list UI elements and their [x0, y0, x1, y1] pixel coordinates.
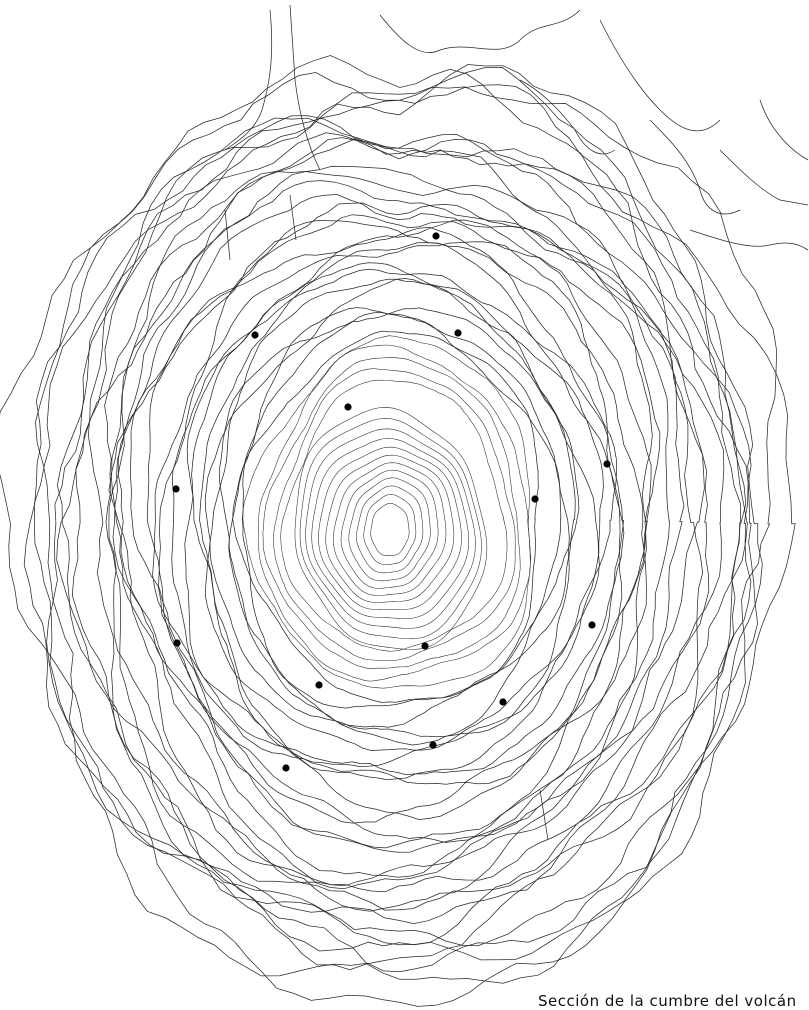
crater-contour-line: [370, 503, 410, 556]
contour-line: [241, 312, 562, 709]
crater-contour-line: [305, 428, 476, 629]
crater-contour-line: [318, 446, 462, 610]
ridge-line: [379, 9, 581, 53]
contour-line: [35, 55, 796, 977]
contour-line: [218, 307, 580, 746]
contour-line: [56, 117, 747, 971]
sample-point-marker: [499, 698, 507, 706]
contour-line: [184, 242, 625, 776]
crater-contour-line: [348, 477, 431, 582]
contour-line: [204, 278, 600, 751]
contour-line: [262, 357, 521, 669]
ridge-line: [649, 119, 741, 215]
contour-line: [34, 67, 752, 961]
contour-line: [87, 132, 748, 924]
ridge-line: [689, 229, 809, 251]
contour-line: [108, 165, 705, 887]
contour-line: [56, 137, 704, 911]
ridge-line: [519, 79, 616, 155]
contour-line: [108, 171, 710, 912]
contour-line: [104, 138, 725, 893]
outer-ridge-lines: [224, 4, 809, 841]
ridge-line: [224, 9, 273, 151]
crater-contour-line: [333, 462, 447, 596]
ridge-line: [539, 789, 549, 841]
sample-point-marker: [429, 741, 437, 749]
contour-line: [23, 64, 763, 984]
contour-lines: [0, 55, 796, 1007]
sample-point-marker: [344, 403, 352, 411]
ridge-line: [599, 19, 721, 132]
crater-contour-line: [294, 407, 488, 650]
contour-line: [228, 307, 570, 728]
contour-line: [117, 194, 671, 878]
sample-point-marker: [172, 485, 180, 493]
contour-line: [171, 226, 625, 785]
ridge-line: [224, 209, 231, 261]
crater-contour-line: [325, 454, 455, 603]
contour-line: [199, 262, 604, 767]
contour-line: [204, 278, 576, 738]
contour-line: [280, 379, 508, 652]
sample-markers: [172, 232, 611, 772]
ridge-line: [719, 149, 809, 206]
sample-point-marker: [603, 460, 611, 468]
contour-line: [71, 115, 741, 952]
map-caption: Sección de la cumbre del volcán: [538, 992, 797, 1010]
sample-point-marker: [173, 639, 181, 647]
contour-line: [186, 268, 618, 781]
contour-line: [273, 368, 516, 661]
crater-contour-line: [340, 469, 439, 589]
contour-line: [242, 335, 531, 689]
contour-line: [146, 219, 652, 843]
contour-line: [130, 214, 661, 849]
ridge-line: [759, 99, 809, 161]
contour-line: [158, 220, 647, 824]
contour-line: [46, 84, 758, 947]
sample-point-marker: [251, 331, 259, 339]
contour-line: [112, 202, 653, 853]
sample-point-marker: [432, 232, 440, 240]
sample-point-marker: [588, 621, 596, 629]
sample-point-marker: [531, 495, 539, 503]
sample-point-marker: [282, 764, 290, 772]
sample-point-marker: [421, 642, 429, 650]
ridge-line: [289, 4, 321, 171]
sample-point-marker: [315, 681, 323, 689]
contour-line: [257, 344, 532, 682]
contour-line: [0, 72, 778, 1007]
crater-contour-line: [356, 485, 424, 574]
contour-line: [152, 241, 623, 820]
crater-contour-line: [363, 494, 417, 565]
ridge-line: [289, 194, 297, 241]
contour-line: [110, 180, 685, 890]
sample-point-marker: [454, 329, 462, 337]
crater-contour-line: [311, 438, 469, 619]
crater-contour-line: [299, 418, 482, 640]
